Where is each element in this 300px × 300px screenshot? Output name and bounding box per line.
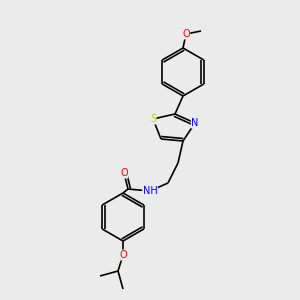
Text: NH: NH [142,186,158,196]
Text: O: O [119,250,127,260]
Text: S: S [150,114,156,124]
Text: N: N [191,118,199,128]
Text: O: O [182,29,190,39]
Text: O: O [120,168,128,178]
